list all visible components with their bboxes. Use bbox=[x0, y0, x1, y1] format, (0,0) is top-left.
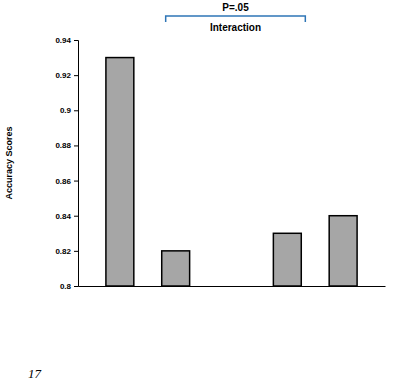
y-tick-mark bbox=[74, 40, 78, 41]
y-axis-line bbox=[74, 41, 79, 287]
plot: 0.8 0.82 0.84 0.86 0.88 0.9 0.92 0.94 bbox=[55, 36, 385, 291]
chart: 0.8 0.82 0.84 0.86 0.88 0.9 0.92 0.94 Accuracy S… bbox=[0, 0, 399, 384]
x-axis bbox=[79, 286, 386, 288]
annotation: Interaction bbox=[210, 22, 261, 33]
annotation: P=.05 bbox=[222, 2, 249, 13]
bar bbox=[329, 216, 357, 286]
y-tick-mark bbox=[74, 181, 78, 182]
page-number: 17 bbox=[28, 366, 42, 381]
y-tick-label: 0.8 bbox=[60, 282, 72, 291]
y-tick-mark bbox=[74, 251, 78, 252]
bars bbox=[106, 58, 357, 286]
y-tick-mark bbox=[74, 110, 78, 111]
y-tick-mark bbox=[74, 216, 78, 217]
y-tick-label: 0.88 bbox=[55, 141, 71, 150]
y-tick: 0.84 bbox=[55, 212, 78, 221]
y-tick: 0.88 bbox=[55, 141, 78, 150]
y-tick: 0.94 bbox=[55, 36, 78, 45]
y-tick-label: 0.84 bbox=[55, 212, 71, 221]
y-tick-label: 0.86 bbox=[55, 177, 71, 186]
y-axis: 0.8 0.82 0.84 0.86 0.88 0.9 0.92 0.94 bbox=[55, 36, 78, 291]
x-axis-line bbox=[79, 286, 386, 287]
bar bbox=[106, 58, 134, 286]
y-tick-label: 0.94 bbox=[55, 36, 71, 45]
bar bbox=[162, 251, 190, 286]
y-axis-title: Accuracy Scores bbox=[4, 126, 14, 199]
y-tick: 0.86 bbox=[55, 177, 78, 186]
y-tick-label: 0.92 bbox=[55, 71, 71, 80]
y-tick-mark bbox=[74, 286, 78, 287]
y-tick-label: 0.9 bbox=[60, 106, 72, 115]
y-tick: 0.82 bbox=[55, 247, 78, 256]
y-tick: 0.9 bbox=[60, 106, 78, 115]
y-tick-mark bbox=[74, 75, 78, 76]
bar bbox=[273, 233, 301, 286]
y-tick-label: 0.82 bbox=[55, 247, 71, 256]
y-tick: 0.92 bbox=[55, 71, 78, 80]
y-tick: 0.8 bbox=[60, 282, 78, 291]
y-tick-mark bbox=[74, 145, 78, 146]
